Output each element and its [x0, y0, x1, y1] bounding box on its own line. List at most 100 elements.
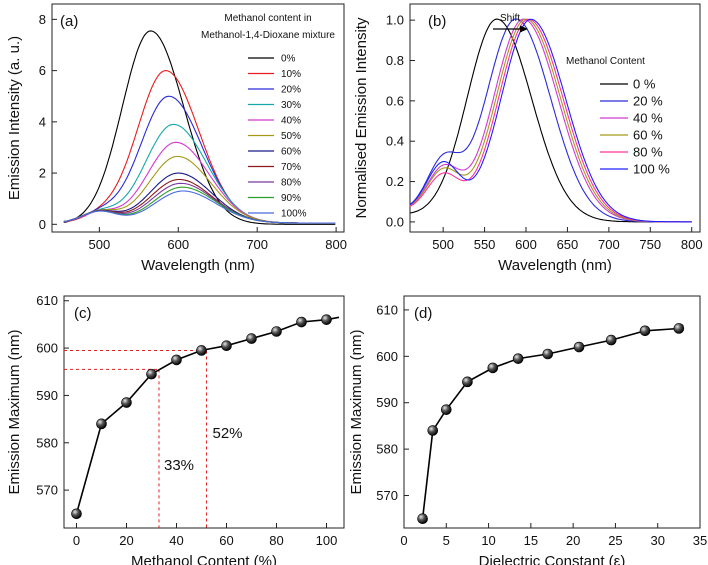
x-axis-label: Methanol Content (%): [131, 553, 277, 565]
x-tick-label: 600: [167, 237, 189, 252]
x-tick-label: 650: [557, 237, 579, 252]
panel-a: 500 600 700 800 0 2 4 6 8 Wavelength (nm) Emission…: [6, 3, 347, 274]
annotation-label: 33%: [164, 457, 194, 474]
y-tick-label: 6: [39, 63, 46, 78]
data-point: [512, 353, 524, 364]
shift-arrow-head: [520, 25, 528, 33]
y-tick-label: 0.2: [386, 174, 404, 189]
plot-frame: [409, 3, 701, 233]
x-axis-label: Wavelength (nm): [141, 257, 255, 274]
data-point: [542, 348, 554, 360]
data-point: [271, 326, 282, 337]
data-point: [639, 325, 651, 337]
x-tick-label: 500: [88, 237, 110, 252]
x-tick-label: 100: [316, 533, 338, 548]
x-tick-label: 25: [608, 533, 622, 548]
y-tick-label: 610: [36, 293, 58, 308]
y-tick-label: 570: [376, 488, 398, 503]
x-tick-label: 80: [269, 533, 283, 548]
series-line: [63, 30, 336, 225]
y-tick-label: 8: [39, 12, 46, 27]
y-tick-label: 2: [39, 166, 46, 181]
y-tick-label: 1.0: [386, 13, 404, 28]
x-axis-label: Wavelength (nm): [498, 257, 612, 274]
panel-b: 500 550 600 650 700 750 800 0.0 0.2 0.4 0.6 0.8 1.0 W…: [353, 3, 703, 274]
legend-entry: 100 %: [633, 162, 670, 177]
legend-entry: 100%: [281, 209, 307, 220]
legend-entry: 60 %: [633, 128, 663, 143]
legend-entry: 40%: [281, 116, 301, 127]
plot-frame: [63, 295, 345, 529]
x-tick-label: 5: [443, 533, 450, 548]
panel-d: 0 5 10 15 20 25 30 35 570 580 590 600 610 Dielectric …: [348, 295, 707, 565]
x-tick-label: 60: [219, 533, 233, 548]
y-tick-label: 0.6: [386, 93, 404, 108]
y-tick-label: 580: [36, 435, 58, 450]
x-tick-label: 35: [693, 533, 707, 548]
legend-entry: 40 %: [633, 111, 663, 126]
y-tick-label: 0.4: [386, 134, 404, 149]
data-point: [573, 341, 585, 353]
x-tick-label: 0: [400, 533, 407, 548]
data-point: [427, 425, 439, 436]
legend-entry: 30%: [281, 100, 301, 111]
legend-entry: 0 %: [633, 77, 656, 92]
legend-entry: 10%: [281, 69, 301, 80]
data-point: [440, 404, 452, 415]
x-tick-label: 550: [474, 237, 496, 252]
legend-entry: 50%: [281, 131, 301, 142]
panel-label: (d): [414, 305, 432, 322]
x-tick-label: 20: [566, 533, 580, 548]
panel-label: (c): [74, 305, 92, 322]
plot-frame: [51, 3, 345, 233]
legend-entry: 90%: [281, 193, 301, 204]
legend-entry: 80%: [281, 178, 301, 189]
legend-title: Methanol Content: [566, 56, 645, 67]
y-tick-label: 0.0: [386, 214, 404, 229]
data-point: [246, 333, 257, 344]
y-tick-label: 610: [376, 302, 398, 317]
y-tick-label: 590: [36, 388, 58, 403]
x-tick-label: 700: [598, 237, 620, 252]
y-tick-label: 600: [36, 341, 58, 356]
y-tick-label: 600: [376, 349, 398, 364]
legend-entry: 20 %: [633, 94, 663, 109]
x-tick-label: 600: [515, 237, 537, 252]
legend-entry: 60%: [281, 147, 301, 158]
x-axis-label: Dielectric Constant (ε): [479, 553, 626, 565]
data-point: [673, 323, 685, 334]
y-tick-label: 570: [36, 483, 58, 498]
legend-entry: 20%: [281, 85, 301, 96]
data-point: [221, 340, 232, 352]
y-tick-label: 0.8: [386, 53, 404, 68]
panel-c: 0 20 40 60 80 100 570 580 590 600 610 Methanol Cont…: [6, 293, 345, 565]
x-tick-label: 500: [432, 237, 454, 252]
legend-entry: 0%: [281, 54, 296, 65]
x-tick-label: 40: [169, 533, 183, 548]
data-point: [487, 362, 499, 374]
data-point: [321, 314, 332, 325]
panel-label: (b): [428, 13, 446, 30]
x-tick-label: 750: [639, 237, 661, 252]
legend-entry: 70%: [281, 162, 301, 173]
data-point: [196, 345, 207, 356]
panel-label: (a): [60, 13, 78, 30]
annotation-label: 52%: [213, 425, 243, 442]
data-point: [121, 397, 132, 408]
y-axis-label: Normalised Emission Intensity: [353, 17, 370, 218]
y-tick-label: 4: [39, 114, 46, 129]
data-point: [96, 418, 107, 430]
y-axis-label: Emission Intensity (a. u.): [6, 36, 23, 200]
data-point: [417, 513, 428, 525]
data-point: [171, 354, 182, 366]
trend-line: [75, 316, 340, 515]
x-tick-label: 800: [681, 237, 703, 252]
x-tick-label: 700: [246, 237, 268, 252]
plot-frame: [403, 295, 701, 529]
legend-title: Methanol content in: [224, 13, 311, 24]
series-line: [63, 190, 336, 224]
x-tick-label: 800: [325, 237, 347, 252]
x-tick-label: 10: [481, 533, 495, 548]
shift-label: Shift: [500, 13, 520, 24]
data-point: [71, 508, 82, 520]
